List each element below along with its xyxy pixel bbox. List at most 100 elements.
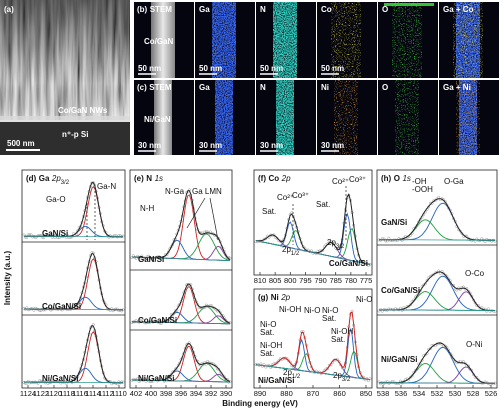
x-tick-label: 392: [205, 389, 218, 398]
panel-title-part: 2p: [51, 174, 61, 183]
map-signal: [331, 2, 361, 78]
x-tick-label: 1116: [72, 389, 88, 398]
raw-point: [168, 374, 172, 378]
x-tick-label: 775: [360, 276, 373, 285]
peak-label: Sat.: [260, 328, 274, 337]
sample-label: Co/GaN/Si: [381, 286, 420, 295]
raw-point: [417, 291, 421, 295]
sample-label: Ni/GaN: [144, 115, 171, 124]
x-tick-label: 536: [395, 389, 408, 398]
raw-point: [26, 308, 30, 312]
raw-point: [425, 279, 429, 282]
raw-point: [483, 240, 487, 244]
map-signal: [334, 80, 358, 155]
x-tick-label: 1118: [59, 389, 75, 398]
raw-point: [277, 359, 281, 363]
baseline: [131, 321, 231, 325]
map-title: O: [382, 5, 388, 14]
map-title: Ga: [199, 83, 210, 92]
map-title: N: [260, 83, 266, 92]
panel-title-part: 1s: [402, 174, 410, 183]
raw-point: [222, 375, 226, 379]
stem-wire: [154, 80, 172, 155]
x-tick-label: 800: [284, 276, 297, 285]
peak-label: O-Ga: [444, 177, 464, 186]
map-signal: [273, 2, 297, 78]
x-tick-label: 396: [175, 389, 188, 398]
x-tick-label: 1120: [46, 389, 62, 398]
x-tick-label: 402: [130, 389, 143, 398]
peak-label: Sat.: [322, 314, 336, 323]
panel-title-part: (e): [134, 174, 144, 183]
raw-point: [165, 376, 169, 380]
raw-point: [417, 220, 421, 224]
raw-point: [196, 303, 200, 307]
baseline: [378, 239, 496, 241]
interface-layer: [0, 116, 130, 122]
raw-point: [53, 380, 57, 384]
surface-oxide: [384, 3, 434, 6]
x-tick-label: 805: [269, 276, 282, 285]
x-tick-label: 790: [314, 276, 327, 285]
x-tick-label: 538: [377, 389, 390, 398]
map-signal: [453, 2, 483, 78]
y-axis-label: Intensity (a.u.): [3, 251, 12, 306]
raw-point: [114, 381, 118, 385]
sample-label: GaN/Si: [42, 229, 68, 238]
peak-label: Ni-OH: [331, 327, 353, 336]
baseline: [378, 309, 496, 311]
raw-point: [172, 369, 176, 373]
panel-title-part: 3/2: [61, 180, 70, 186]
peak-label: Ga LMN: [192, 187, 222, 196]
spin-orbit-label: 2p3/2: [333, 371, 351, 383]
x-tick-label: 394: [190, 389, 203, 398]
panel-frame: [129, 169, 233, 389]
raw-point: [470, 294, 474, 298]
sample-label: Co/GaN/Si: [329, 259, 368, 268]
sample-label: Co/GaN/Si: [138, 316, 177, 325]
x-axis-label: Binding energy (eV): [222, 399, 298, 408]
panel-title-part: 1s: [155, 174, 163, 183]
map-signal: [212, 2, 236, 78]
map-title-part: (b): [137, 5, 148, 14]
scale-bar-label: 50 nm: [199, 64, 222, 73]
raw-point: [387, 236, 391, 240]
panel-title: (d) Ga 2p3/2: [26, 174, 70, 186]
map-title: (b) STEM: [137, 5, 172, 14]
map-signal: [392, 2, 422, 78]
x-tick-label: 1122: [33, 389, 49, 398]
raw-point: [264, 237, 268, 241]
stem-wire: [151, 2, 175, 78]
raw-point: [104, 377, 108, 381]
layer-label: n⁺-p Si: [62, 130, 88, 139]
panel-title: (f) Co 2p: [258, 174, 291, 183]
raw-point: [476, 378, 480, 382]
raw-point: [467, 364, 470, 368]
x-tick-label: 528: [467, 389, 480, 398]
peak-label: Sat.: [331, 335, 345, 344]
raw-point: [368, 377, 372, 381]
raw-point: [275, 361, 279, 365]
raw-point: [448, 352, 452, 355]
x-tick-label: 1114: [85, 389, 101, 398]
peak-label: O-Co: [465, 269, 485, 278]
panel-title-part: 2p: [280, 293, 290, 302]
x-tick-label: 785: [329, 276, 342, 285]
raw-point: [326, 366, 330, 370]
raw-point: [395, 381, 399, 385]
sample-label: GaN/Si: [381, 218, 407, 227]
panel-title-part: (d): [26, 174, 37, 183]
panel-title-part: (f): [258, 174, 266, 183]
baseline: [23, 381, 124, 384]
baseline: [23, 308, 124, 311]
raw-point: [42, 308, 46, 312]
spin-orbit-label-part: 2p: [327, 238, 336, 247]
raw-point: [442, 272, 446, 276]
raw-point: [224, 253, 228, 257]
fit-component: [24, 186, 123, 238]
map-title-part: STEM: [149, 83, 172, 92]
raw-point: [287, 359, 291, 363]
x-tick-label: 1124: [20, 389, 36, 398]
x-tick-label: 532: [431, 389, 444, 398]
raw-point: [467, 289, 470, 293]
